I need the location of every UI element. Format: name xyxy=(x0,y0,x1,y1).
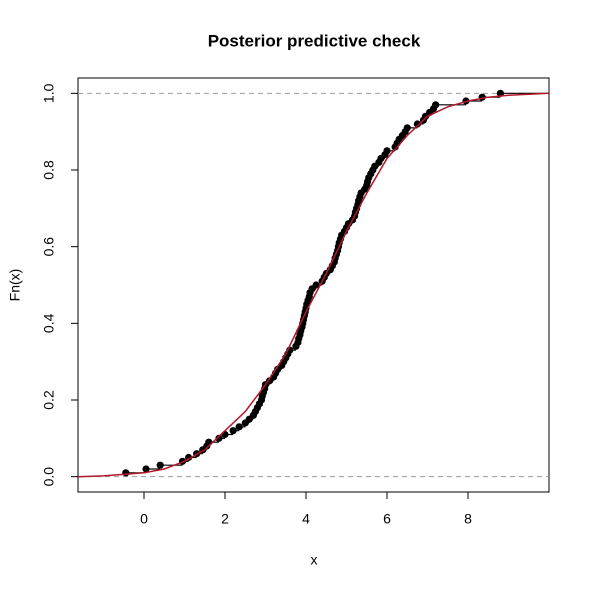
ecdf-point xyxy=(215,434,223,442)
ecdf-point xyxy=(205,438,213,446)
ecdf-point xyxy=(122,469,130,477)
ecdf-point xyxy=(221,430,229,439)
ecdf-point xyxy=(229,427,237,435)
ecdf-point xyxy=(413,120,421,128)
plot-frame xyxy=(77,77,550,493)
y-tick-label: 0.0 xyxy=(41,467,57,487)
ecdf-point xyxy=(142,465,150,473)
y-tick-label: 1.0 xyxy=(41,83,57,103)
y-tick-label: 0.4 xyxy=(41,313,57,333)
ecdf-point xyxy=(235,423,243,431)
predictive-cdf xyxy=(77,92,550,478)
y-tick-label: 0.8 xyxy=(41,160,57,180)
x-tick-label: 4 xyxy=(302,511,310,527)
y-tick-label: 0.6 xyxy=(41,237,57,257)
ecdf-point xyxy=(383,147,391,155)
x-tick-label: 8 xyxy=(464,511,472,527)
x-axis-label: x xyxy=(311,552,318,568)
x-tick-label: 0 xyxy=(140,511,148,527)
x-tick-label: 6 xyxy=(383,511,391,527)
y-axis-label: Fn(x) xyxy=(7,269,23,302)
ecdf-point xyxy=(496,89,505,97)
chart-title: Posterior predictive check xyxy=(208,31,421,50)
x-tick-label: 2 xyxy=(221,511,229,527)
ecdf-point xyxy=(403,124,411,132)
ecdf-point xyxy=(432,101,440,109)
y-tick-label: 0.2 xyxy=(41,390,57,410)
ecdf-point xyxy=(156,461,164,469)
ecdf-point xyxy=(312,281,320,289)
